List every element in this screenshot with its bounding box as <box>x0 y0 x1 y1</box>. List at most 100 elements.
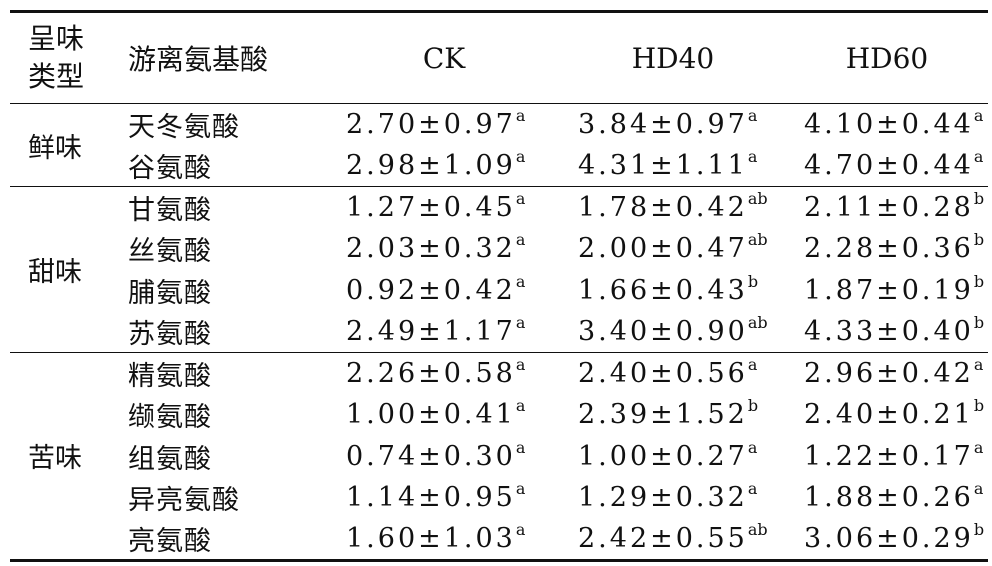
value-hd60: 1.22±0.17 <box>804 440 974 472</box>
value-ck: 2.26±0.58 <box>346 358 516 389</box>
value-hd40: 4.31±1.11 <box>578 150 748 181</box>
amino-acid-name: 丝氨酸 <box>128 236 212 268</box>
table-row: 鲜味 天冬氨酸 2.70±0.97a 3.84±0.97a 4.10±0.44a <box>10 103 988 187</box>
significance-letter: b <box>973 189 985 208</box>
value-cell-hd40: 3.40±0.90ab <box>560 311 786 353</box>
significance-letter: b <box>973 313 985 332</box>
value-ck: 0.74±0.30 <box>346 440 516 472</box>
significance-letter: ab <box>747 520 768 539</box>
significance-letter: a <box>973 355 984 374</box>
amino-acid-name: 异亮氨酸 <box>128 485 240 517</box>
value-cell-hd40: 2.40±0.56a <box>560 352 786 394</box>
significance-letter: ab <box>747 230 768 250</box>
value-hd40: 2.40±0.56 <box>578 358 748 389</box>
table-row: 甜味 甘氨酸 1.27±0.45a 1.78±0.42ab 2.11±0.28b <box>10 186 988 353</box>
value-cell-hd40: 2.00±0.47ab <box>560 228 786 270</box>
value-ck: 1.14±0.95 <box>346 482 516 514</box>
value-hd60: 2.28±0.36 <box>804 233 974 265</box>
value-ck: 1.60±1.03 <box>346 523 516 554</box>
value-cell-hd60: 3.06±0.29b <box>786 518 988 562</box>
value-cell-hd40: 1.00±0.27a <box>560 436 786 478</box>
table-row: 亮氨酸 1.60±1.03a 2.42±0.55ab 3.06±0.29b <box>10 518 988 562</box>
value-hd60: 2.40±0.21 <box>804 399 974 431</box>
value-cell-hd60: 4.70±0.44a <box>786 145 988 187</box>
taste-type-cell: 甜味 <box>10 186 114 353</box>
amino-acid-name: 天冬氨酸 <box>114 103 328 145</box>
significance-letter: a <box>515 230 526 250</box>
table-row: 组氨酸 0.74±0.30a 1.00±0.27a 1.22±0.17a <box>10 436 988 478</box>
value-hd60: 1.87±0.19 <box>804 274 974 306</box>
header-taste-type-line2: 类型 <box>28 60 85 93</box>
value-cell-ck: 1.14±0.95a <box>328 477 560 519</box>
significance-letter: b <box>973 396 985 416</box>
value-cell-hd60: 4.33±0.40b <box>786 311 988 353</box>
value-cell-ck: 2.49±1.17a <box>328 311 560 353</box>
value-cell-ck: 2.26±0.58a <box>328 352 560 394</box>
value-cell-hd60: 2.28±0.36b <box>786 228 988 270</box>
value-ck: 2.70±0.97 <box>346 109 516 140</box>
table-row: 脯氨酸 0.92±0.42a 1.66±0.43b 1.87±0.19b <box>10 270 988 312</box>
value-hd40: 3.84±0.97 <box>578 109 748 140</box>
amino-acid-name: 缬氨酸 <box>128 402 212 434</box>
value-cell-ck: 1.27±0.45a <box>328 186 560 228</box>
value-ck: 1.00±0.41 <box>346 399 516 431</box>
significance-letter: ab <box>747 189 768 208</box>
header-amino-acid: 游离氨基酸 <box>114 10 328 104</box>
significance-letter: a <box>515 479 526 499</box>
value-cell-hd60: 2.96±0.42a <box>786 352 988 394</box>
table-row: 苦味 精氨酸 2.26±0.58a 2.40±0.56a 2.96±0.42a <box>10 352 988 562</box>
value-cell-hd60: 1.22±0.17a <box>786 436 988 478</box>
significance-letter: a <box>515 106 526 125</box>
value-cell-ck: 1.00±0.41a <box>328 394 560 436</box>
value-cell-hd60: 4.10±0.44a <box>786 103 988 145</box>
value-hd40: 2.39±1.52 <box>578 399 748 431</box>
table-row: 谷氨酸 2.98±1.09a 4.31±1.11a 4.70±0.44a <box>10 145 988 187</box>
significance-letter: b <box>973 230 985 250</box>
table-row: 缬氨酸 1.00±0.41a 2.39±1.52b 2.40±0.21b <box>10 394 988 436</box>
significance-letter: a <box>973 147 984 166</box>
amino-acid-name: 脯氨酸 <box>128 277 212 309</box>
significance-letter: a <box>515 147 526 166</box>
value-ck: 2.03±0.32 <box>346 233 516 265</box>
significance-letter: a <box>747 355 758 374</box>
value-cell-hd40: 1.29±0.32a <box>560 477 786 519</box>
value-cell-hd60: 2.11±0.28b <box>786 186 988 228</box>
value-hd40: 1.66±0.43 <box>578 274 748 306</box>
value-cell-ck: 1.60±1.03a <box>328 518 560 562</box>
value-ck: 1.27±0.45 <box>346 192 516 223</box>
significance-letter: a <box>973 479 984 499</box>
value-cell-hd40: 2.39±1.52b <box>560 394 786 436</box>
value-hd60: 4.10±0.44 <box>804 109 974 140</box>
value-cell-ck: 0.92±0.42a <box>328 270 560 312</box>
significance-letter: a <box>515 355 526 374</box>
amino-acid-name: 甘氨酸 <box>114 186 328 228</box>
value-cell-hd60: 2.40±0.21b <box>786 394 988 436</box>
value-hd60: 4.70±0.44 <box>804 150 974 181</box>
value-cell-ck: 0.74±0.30a <box>328 436 560 478</box>
amino-acid-name: 谷氨酸 <box>128 153 212 184</box>
significance-letter: a <box>515 313 526 332</box>
significance-letter: a <box>973 437 984 457</box>
header-taste-type-line1: 呈味 <box>28 22 85 55</box>
significance-letter: a <box>747 147 758 166</box>
value-hd40: 1.78±0.42 <box>578 192 748 223</box>
value-hd60: 1.88±0.26 <box>804 482 974 514</box>
header-row: 呈味 类型 游离氨基酸 CK HD40 HD60 <box>10 10 988 104</box>
significance-letter: a <box>747 106 758 125</box>
significance-letter: a <box>515 520 526 539</box>
value-ck: 0.92±0.42 <box>346 274 516 306</box>
significance-letter: ab <box>747 313 768 332</box>
value-hd60: 2.96±0.42 <box>804 358 974 389</box>
significance-letter: a <box>515 271 526 291</box>
value-cell-hd40: 1.78±0.42ab <box>560 186 786 228</box>
header-ck: CK <box>328 10 560 104</box>
table-header: 呈味 类型 游离氨基酸 CK HD40 HD60 <box>10 10 988 104</box>
amino-acid-name: 精氨酸 <box>114 352 328 394</box>
significance-letter: a <box>747 437 758 457</box>
value-hd40: 1.29±0.32 <box>578 482 748 514</box>
value-cell-hd60: 1.87±0.19b <box>786 270 988 312</box>
significance-letter: b <box>747 396 759 416</box>
taste-type-cell: 鲜味 <box>10 103 114 187</box>
value-hd60: 2.11±0.28 <box>804 192 974 223</box>
value-ck: 2.49±1.17 <box>346 316 516 347</box>
